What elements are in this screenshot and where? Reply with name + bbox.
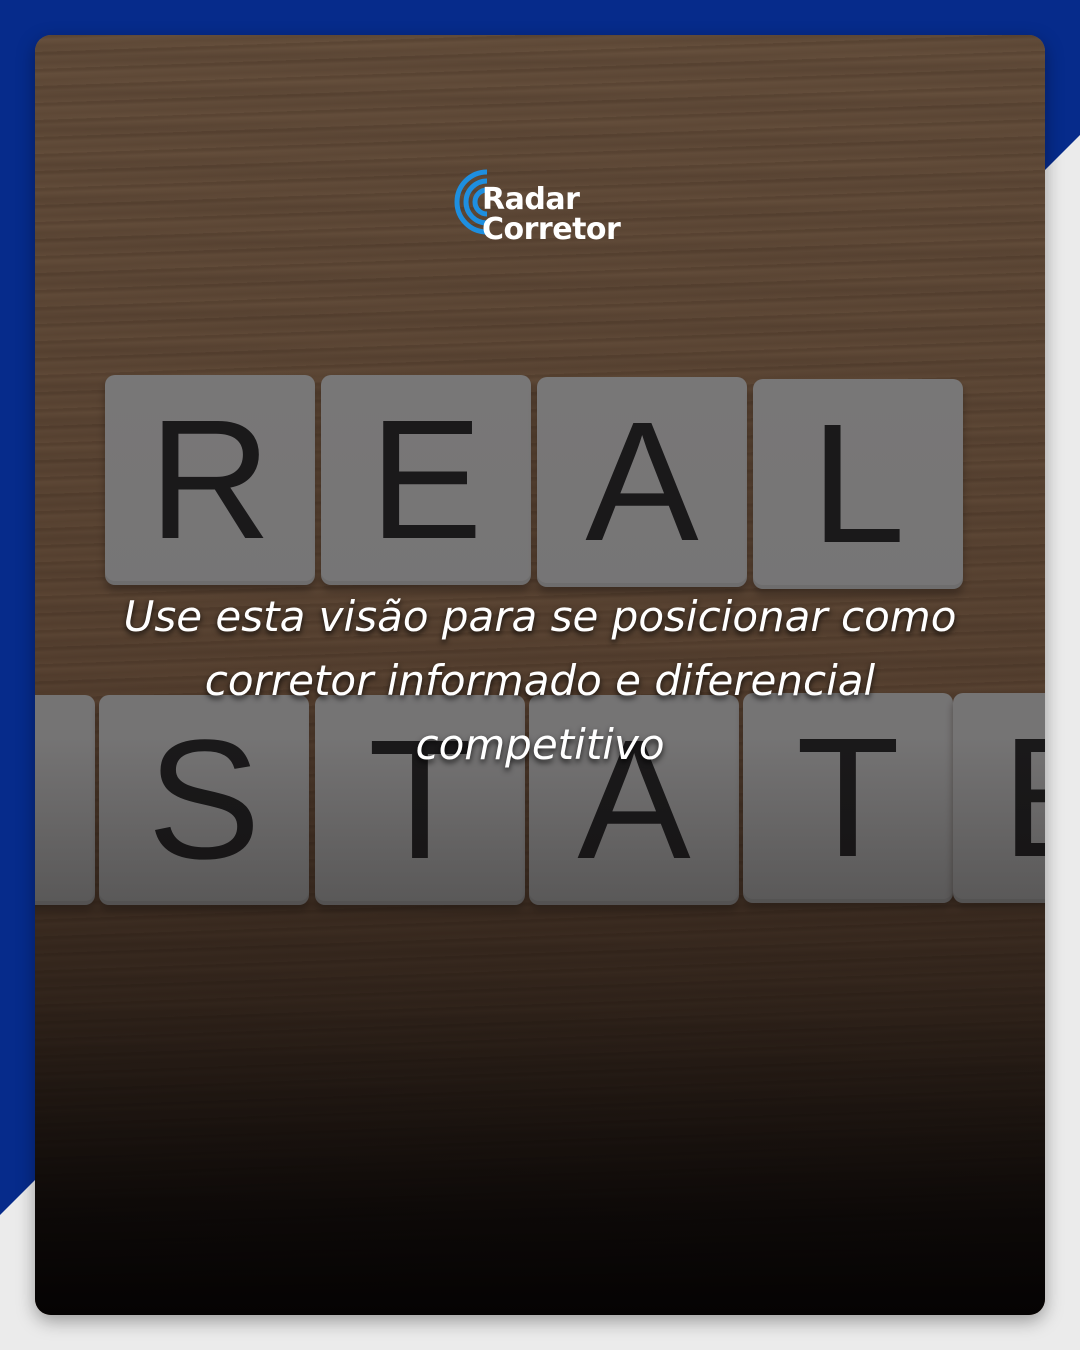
radar-corretor-logo: Radar Corretor — [447, 160, 647, 250]
radar-rings-icon — [454, 169, 488, 235]
headline-text: Use esta visão para se posicionar como c… — [123, 592, 957, 769]
logo-wordmark: Radar Corretor — [482, 182, 621, 247]
post-card: R E A L S T A T E Radar Corretor Use est… — [35, 35, 1045, 1315]
logo-line-corretor: Corretor — [482, 212, 621, 247]
logo-line-radar: Radar — [482, 182, 580, 217]
dark-gradient-overlay — [35, 35, 1045, 1315]
